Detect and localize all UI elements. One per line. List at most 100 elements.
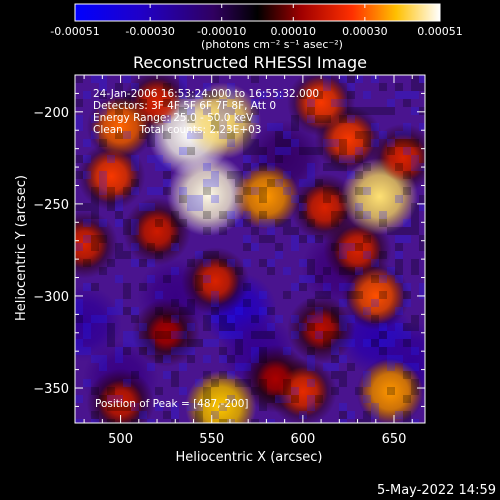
texture-pixel [115, 99, 123, 107]
texture-pixel [163, 83, 171, 91]
texture-pixel [91, 131, 99, 139]
texture-pixel [419, 83, 425, 91]
texture-pixel [115, 203, 123, 211]
texture-pixel [91, 203, 99, 211]
texture-pixel [195, 203, 203, 211]
texture-pixel [75, 115, 83, 123]
texture-pixel [219, 123, 227, 131]
heatmap-plot: 500 550 600 650 −200 −250 −300 −350 [33, 74, 426, 447]
texture-pixel [371, 411, 379, 419]
texture-pixel [107, 387, 115, 395]
texture-pixel [323, 115, 331, 123]
chart-title: Reconstructed RHESSI Image [133, 53, 367, 72]
texture-pixel [259, 355, 267, 363]
texture-pixel [91, 243, 99, 251]
texture-pixel [123, 291, 131, 299]
texture-pixel [227, 139, 235, 147]
texture-pixel [363, 371, 371, 379]
texture-pixel [155, 115, 163, 123]
texture-pixel [267, 235, 275, 243]
texture-pixel [171, 235, 179, 243]
annotation-energy-range: Energy Range: 25.0 - 50.0 keV [93, 112, 254, 124]
texture-pixel [219, 315, 227, 323]
texture-pixel [259, 91, 267, 99]
hot-spot [300, 183, 349, 232]
texture-pixel [403, 131, 411, 139]
texture-pixel [299, 203, 307, 211]
texture-pixel [283, 131, 291, 139]
texture-pixel [315, 275, 323, 283]
texture-pixel [347, 171, 355, 179]
colorbar-tick-label: -0.00010 [197, 25, 246, 38]
hot-spot [97, 380, 144, 423]
colorbar-tick-label: 0.00030 [342, 25, 388, 38]
texture-pixel [203, 187, 211, 195]
texture-pixel [355, 187, 363, 195]
texture-pixel [123, 219, 131, 227]
texture-pixel [187, 131, 195, 139]
texture-pixel [83, 171, 91, 179]
texture-pixel [331, 339, 339, 347]
texture-pixel [235, 267, 243, 275]
texture-pixel [163, 187, 171, 195]
texture-pixel [403, 187, 411, 195]
texture-pixel [331, 211, 339, 219]
texture-pixel [179, 83, 187, 91]
texture-pixel [195, 131, 203, 139]
texture-pixel [339, 243, 347, 251]
texture-pixel [283, 267, 291, 275]
texture-pixel [371, 299, 379, 307]
annotation-peak-position: Position of Peak = [487,-200] [95, 398, 249, 410]
texture-pixel [219, 419, 227, 423]
texture-pixel [315, 147, 323, 155]
texture-pixel [203, 395, 211, 403]
texture-pixel [187, 355, 195, 363]
texture-pixel [323, 163, 331, 171]
texture-pixel [99, 171, 107, 179]
texture-pixel [243, 299, 251, 307]
texture-pixel [267, 323, 275, 331]
footer-date: 5-May-2022 14:59 [377, 483, 496, 498]
texture-pixel [403, 139, 411, 147]
texture-pixel [211, 123, 219, 131]
texture-pixel [243, 187, 251, 195]
texture-pixel [99, 267, 107, 275]
texture-pixel [155, 187, 163, 195]
texture-pixel [179, 91, 187, 99]
texture-pixel [91, 211, 99, 219]
texture-pixel [283, 387, 291, 395]
texture-pixel [227, 323, 235, 331]
texture-pixel [251, 75, 259, 83]
texture-pixel [363, 379, 371, 387]
texture-pixel [331, 331, 339, 339]
texture-pixel [147, 131, 155, 139]
texture-pixel [195, 403, 203, 411]
texture-pixel [403, 147, 411, 155]
texture-pixel [395, 259, 403, 267]
texture-pixel [283, 379, 291, 387]
texture-pixel [99, 179, 107, 187]
texture-pixel [387, 339, 395, 347]
texture-pixel [259, 331, 267, 339]
texture-pixel [379, 211, 387, 219]
texture-pixel [411, 107, 419, 115]
texture-pixel [179, 363, 187, 371]
texture-pixel [203, 91, 211, 99]
texture-pixel [187, 195, 195, 203]
hot-spot [185, 370, 257, 423]
texture-pixel [315, 291, 323, 299]
texture-pixel [411, 139, 419, 147]
texture-pixel [267, 163, 275, 171]
texture-pixel [131, 243, 139, 251]
texture-pixel [187, 147, 195, 155]
texture-pixel [179, 331, 187, 339]
texture-pixel [75, 339, 83, 347]
texture-pixel [99, 395, 107, 403]
x-tick-label: 650 [382, 432, 407, 447]
texture-pixel [203, 259, 211, 267]
annotation-time-range: 24-Jan-2006 16:53:24.000 to 16:55:32.000 [93, 88, 319, 100]
texture-pixel [395, 267, 403, 275]
hot-spot [191, 257, 240, 305]
texture-pixel [131, 315, 139, 323]
texture-pixel [419, 203, 425, 211]
